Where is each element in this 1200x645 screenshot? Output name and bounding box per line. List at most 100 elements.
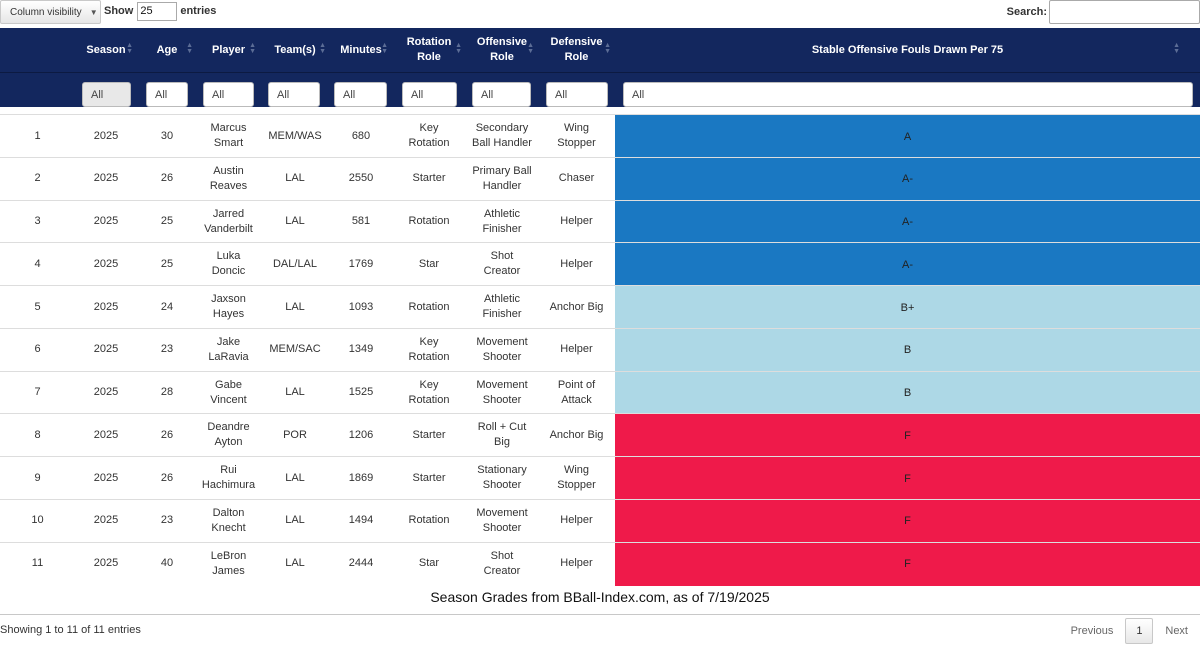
cell-text: LAL [285,471,305,484]
cell-player: Gabe Vincent [197,372,260,414]
cell-season: 2025 [75,414,137,456]
cell-text: 25 [160,257,174,270]
next-page-button[interactable]: Next [1165,625,1188,637]
cell-text: 40 [160,557,174,569]
cell-text: Roll + Cut Big [477,421,527,449]
cell-text: 6 [34,343,41,356]
table-row[interactable]: 5 2025 24 Jaxson Hayes LAL 1093 Rotation Athlet… [0,285,1200,329]
previous-page-button[interactable]: Previous [1070,625,1114,637]
sort-icon: ▲ ▼ [455,42,462,55]
column-header-idx [0,28,75,72]
column-header-rotation-role[interactable]: Rotation Role ▲ ▼ [392,28,466,72]
table-row[interactable]: 4 2025 25 Luka Doncic DAL/LAL 1769 Star Shot Cr… [0,242,1200,287]
filter-input-offensive-role[interactable]: All [472,82,531,107]
table-row[interactable]: 11 2025 40 LeBron James LAL 2444 Star Shot Crea… [0,541,1200,586]
cell-defensive-role: Helper [538,243,615,285]
cell-text: Starter [412,471,446,484]
table-row[interactable]: 7 2025 28 Gabe Vincent LAL 1525 Key Rotation Mo… [0,370,1200,415]
cell-text: 23 [160,343,174,356]
table-row[interactable]: 1 2025 30 Marcus Smart MEM/WAS 680 Key Rotatio… [0,114,1200,158]
cell-text: 2025 [93,300,119,313]
cell-teams: LAL [260,286,330,328]
cell-text: Luka Doncic [211,250,246,278]
cell-player: Dalton Knecht [197,500,260,542]
column-header-minutes[interactable]: Minutes ▲ ▼ [330,28,392,72]
cell-idx: 11 [0,543,75,585]
cell-season: 2025 [75,543,137,585]
cell-text: 30 [160,129,174,142]
column-header-teams[interactable]: Team(s) ▲ ▼ [260,28,330,72]
cell-text: Helper [560,514,593,527]
column-header-age[interactable]: Age ▲ ▼ [137,28,197,72]
table-row[interactable]: 9 2025 26 Rui Hachimura LAL 1869 Starter Statio… [0,456,1200,500]
cell-text: 1525 [348,386,374,398]
table-row[interactable]: 6 2025 23 Jake LaRavia MEM/SAC 1349 Key Rotati… [0,327,1200,372]
column-header-defensive-role[interactable]: Defensive Role ▲ ▼ [538,28,615,72]
cell-text: Helper [560,257,593,270]
cell-text: LAL [285,172,305,185]
cell-player: Luka Doncic [197,243,260,285]
cell-minutes: 2550 [330,158,392,200]
cell-text: Shot Creator [483,549,521,577]
column-header-player[interactable]: Player ▲ ▼ [197,28,260,72]
table-info: Showing 1 to 11 of 11 entries [0,624,141,636]
cell-season: 2025 [75,372,137,414]
filter-input-player[interactable]: All [203,82,254,107]
cell-age: 30 [137,115,197,157]
cell-text: 11 [31,557,44,569]
cell-text: Anchor Big [549,300,604,313]
table-row[interactable]: 10 2025 23 Dalton Knecht LAL 1494 Rotation Move… [0,498,1200,543]
cell-grade: A- [615,243,1200,287]
column-header-offensive-role[interactable]: Offensive Role ▲ ▼ [466,28,538,72]
cell-text: 26 [160,471,174,484]
column-header-grade[interactable]: Stable Offensive Fouls Drawn Per 75 ▲ ▼ [615,28,1200,72]
column-visibility-button[interactable]: Column visibility ▼ [0,0,101,24]
cell-idx: 10 [0,500,75,542]
cell-minutes: 2444 [330,543,392,585]
cell-idx: 6 [0,329,75,371]
cell-season: 2025 [75,201,137,243]
cell-idx: 9 [0,457,75,499]
cell-text: Wing Stopper [557,122,596,149]
table-row[interactable]: 2 2025 26 Austin Reaves LAL 2550 Starter Primar… [0,156,1200,201]
cell-text: Jake LaRavia [208,335,249,363]
cell-age: 25 [137,243,197,285]
cell-text: Movement Shooter [476,506,528,534]
table-row[interactable]: 8 2025 26 Deandre Ayton POR 1206 Starter Roll +… [0,413,1200,458]
cell-text: 10 [31,514,44,527]
cell-offensive-role: Athletic Finisher [466,286,538,328]
cell-text: Austin Reaves [209,164,248,192]
filter-input-teams[interactable]: All [268,82,320,107]
column-header-season[interactable]: Season ▲ ▼ [75,28,137,72]
filter-input-season[interactable]: All [82,82,131,107]
table-row[interactable]: 3 2025 25 Jarred Vanderbilt LAL 581 Rotation At… [0,199,1200,244]
entries-label: entries [180,5,217,17]
cell-text: Shot Creator [483,250,521,278]
cell-text: 28 [160,386,174,398]
filter-input-grade[interactable]: All [623,82,1193,107]
cell-defensive-role: Anchor Big [538,286,615,328]
page-length-input[interactable] [137,1,178,21]
cell-grade: F [615,499,1200,543]
cell-text: LAL [285,386,305,398]
cell-idx: 3 [0,201,75,243]
filter-input-minutes[interactable]: All [334,82,387,107]
cell-defensive-role: Point of Attack [538,372,615,414]
cell-text: Stationary Shooter [477,464,527,491]
filter-input-age[interactable]: All [146,82,188,107]
cell-text: 680 [351,129,371,142]
cell-rotation-role: Starter [392,414,466,456]
search-input[interactable] [1049,0,1200,24]
pagination: Previous 1 Next [1059,618,1200,644]
cell-text: Key Rotation [408,378,450,406]
cell-text: 2025 [93,386,119,398]
filter-input-rotation-role[interactable]: All [402,82,457,107]
cell-text: 2 [34,172,41,185]
cell-text: 2025 [93,129,119,142]
cell-text: Helper [560,557,593,569]
cell-minutes: 1869 [330,457,392,499]
filter-input-defensive-role[interactable]: All [546,82,608,107]
cell-text: MEM/SAC [269,343,321,356]
current-page-button[interactable]: 1 [1125,618,1154,644]
cell-season: 2025 [75,115,137,157]
